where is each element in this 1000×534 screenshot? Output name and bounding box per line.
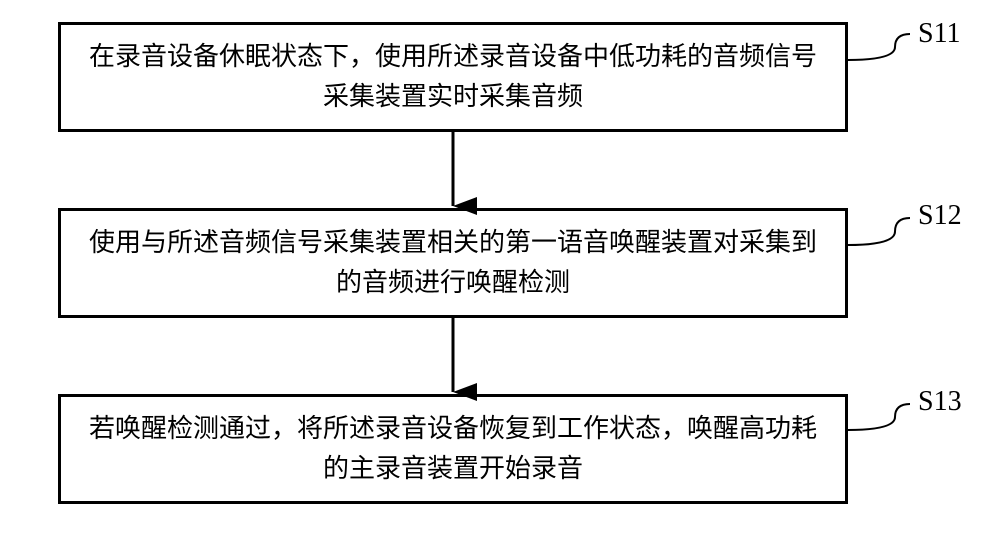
flowchart-canvas: 在录音设备休眠状态下，使用所述录音设备中低功耗的音频信号采集装置实时采集音频 S1… xyxy=(0,0,1000,534)
flow-step-s11: 在录音设备休眠状态下，使用所述录音设备中低功耗的音频信号采集装置实时采集音频 xyxy=(58,22,848,132)
flow-step-text: 使用与所述音频信号采集装置相关的第一语音唤醒装置对采集到的音频进行唤醒检测 xyxy=(89,223,817,304)
flow-step-label-s11: S11 xyxy=(918,18,961,50)
label-connector xyxy=(848,34,910,60)
label-connector xyxy=(848,404,910,430)
label-connector xyxy=(848,218,910,245)
flow-step-text: 若唤醒检测通过，将所述录音设备恢复到工作状态，唤醒高功耗的主录音装置开始录音 xyxy=(89,409,817,490)
flow-step-label-s12: S12 xyxy=(918,200,962,232)
flow-step-label-s13: S13 xyxy=(918,386,962,418)
flow-step-s12: 使用与所述音频信号采集装置相关的第一语音唤醒装置对采集到的音频进行唤醒检测 xyxy=(58,208,848,318)
flow-step-text: 在录音设备休眠状态下，使用所述录音设备中低功耗的音频信号采集装置实时采集音频 xyxy=(89,37,817,118)
flow-step-s13: 若唤醒检测通过，将所述录音设备恢复到工作状态，唤醒高功耗的主录音装置开始录音 xyxy=(58,394,848,504)
